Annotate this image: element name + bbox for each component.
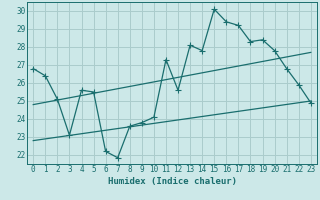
X-axis label: Humidex (Indice chaleur): Humidex (Indice chaleur) (108, 177, 236, 186)
